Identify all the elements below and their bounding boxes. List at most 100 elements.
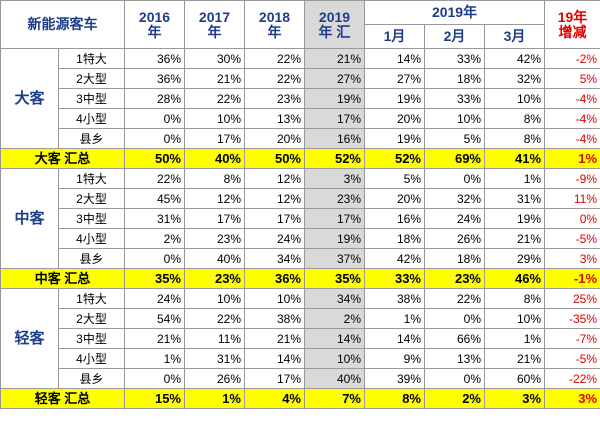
value-text: 46%	[515, 270, 542, 286]
value-text: 41%	[515, 150, 542, 166]
group-cell: 轻客	[0, 288, 59, 389]
value-cell: 20%	[244, 128, 305, 149]
value-cell: -2%	[544, 48, 600, 69]
value-cell: 32%	[424, 188, 485, 209]
value-text: 10%	[276, 291, 301, 306]
value-text: 1%	[578, 150, 598, 166]
value-text: 31%	[156, 211, 181, 226]
value-cell: 40%	[304, 368, 365, 389]
value-cell: 14%	[364, 328, 425, 349]
header-cell: 2016 年	[124, 0, 185, 49]
value-text: 1%	[222, 390, 241, 406]
value-text: 0%	[463, 311, 481, 326]
value-text: 14%	[396, 331, 421, 346]
value-cell: 3%	[304, 168, 365, 189]
value-cell: 29%	[483, 248, 546, 269]
value-text: 0%	[463, 171, 481, 186]
value-cell: 20%	[364, 188, 425, 209]
value-cell: 42%	[364, 248, 425, 269]
value-text: 5%	[463, 131, 481, 146]
value-cell: 13%	[244, 108, 305, 129]
value-cell: 1%	[483, 168, 546, 189]
table-body: 新能源客车 2016 年 2017 年 2018 年 2019 年 汇 2019年 19年 增减 1月 2…	[0, 0, 600, 409]
value-text: 2%	[462, 390, 481, 406]
value-cell: 42%	[483, 48, 546, 69]
header-cell: 2月	[424, 24, 485, 49]
value-text: 2%	[163, 231, 181, 246]
value-text: 29%	[517, 251, 542, 266]
row-label: 1特大	[76, 51, 107, 66]
value-text: 23%	[336, 191, 361, 206]
value-text: 4%	[282, 390, 301, 406]
header-text: 年	[267, 23, 282, 40]
value-text: 1%	[163, 351, 181, 366]
value-cell: 19%	[364, 88, 425, 109]
value-cell: 23%	[184, 228, 245, 249]
value-text: -7%	[575, 331, 598, 346]
value-cell: 1%	[364, 308, 425, 329]
value-cell: 46%	[483, 268, 546, 289]
value-text: 21%	[517, 231, 542, 246]
value-cell: 30%	[184, 48, 245, 69]
value-cell: 16%	[364, 208, 425, 229]
data-row: 县乡 0% 26% 17% 40% 39% 0% 60% -22%	[1, 368, 600, 389]
value-cell: 0%	[124, 368, 185, 389]
header-cell: 2018 年	[244, 0, 305, 49]
value-text: 22%	[216, 91, 241, 106]
value-text: 8%	[523, 131, 542, 146]
value-cell: -4%	[544, 128, 600, 149]
row-label-cell: 2大型	[58, 68, 125, 89]
row-label: 2大型	[76, 71, 107, 86]
header-text: 2017	[198, 8, 231, 25]
data-row: 县乡 0% 17% 20% 16% 19% 5% 8% -4%	[1, 128, 600, 149]
value-cell: 0%	[424, 368, 485, 389]
group-label: 中客	[14, 209, 45, 227]
value-cell: 35%	[304, 268, 365, 289]
header-cell: 2017 年	[184, 0, 245, 49]
value-text: 10%	[216, 111, 241, 126]
value-text: 15%	[154, 390, 181, 406]
value-text: 16%	[396, 211, 421, 226]
value-cell: 33%	[424, 88, 485, 109]
value-text: 22%	[216, 311, 241, 326]
value-text: -4%	[575, 111, 598, 126]
header-cell: 2019年	[363, 0, 546, 25]
value-text: 3%	[522, 390, 542, 406]
value-text: 21%	[156, 331, 181, 346]
value-cell: 5%	[364, 168, 425, 189]
value-cell: 3%	[544, 388, 600, 409]
value-cell: 17%	[244, 208, 305, 229]
value-text: 30%	[216, 51, 241, 66]
value-text: 54%	[156, 311, 181, 326]
value-cell: -7%	[544, 328, 600, 349]
value-text: 23%	[214, 270, 241, 286]
value-cell: 38%	[244, 308, 305, 329]
value-text: 50%	[274, 150, 301, 166]
value-text: -22%	[569, 371, 598, 386]
value-cell: 11%	[544, 188, 600, 209]
value-cell: 0%	[124, 108, 185, 129]
header-text: 2018	[258, 8, 291, 25]
value-text: -5%	[575, 351, 598, 366]
value-text: 50%	[154, 150, 181, 166]
value-cell: 45%	[124, 188, 185, 209]
value-cell: 14%	[304, 328, 365, 349]
value-cell: 20%	[364, 108, 425, 129]
value-cell: 24%	[124, 288, 185, 309]
value-text: 36%	[274, 270, 301, 286]
value-text: 42%	[396, 251, 421, 266]
row-label-cell: 4小型	[58, 108, 125, 129]
value-cell: 8%	[364, 388, 425, 409]
value-text: 11%	[217, 331, 241, 346]
value-cell: 17%	[304, 208, 365, 229]
value-cell: 26%	[424, 228, 485, 249]
value-cell: 7%	[304, 388, 365, 409]
value-cell: 40%	[184, 248, 245, 269]
value-text: 60%	[517, 371, 542, 386]
value-cell: 50%	[124, 148, 185, 169]
value-cell: 23%	[184, 268, 245, 289]
value-text: 8%	[223, 171, 241, 186]
value-cell: 10%	[304, 348, 365, 369]
header-row: 新能源客车 2016 年 2017 年 2018 年 2019 年 汇 2019年 19年 增减	[0, 0, 600, 49]
row-label: 3中型	[76, 331, 107, 346]
